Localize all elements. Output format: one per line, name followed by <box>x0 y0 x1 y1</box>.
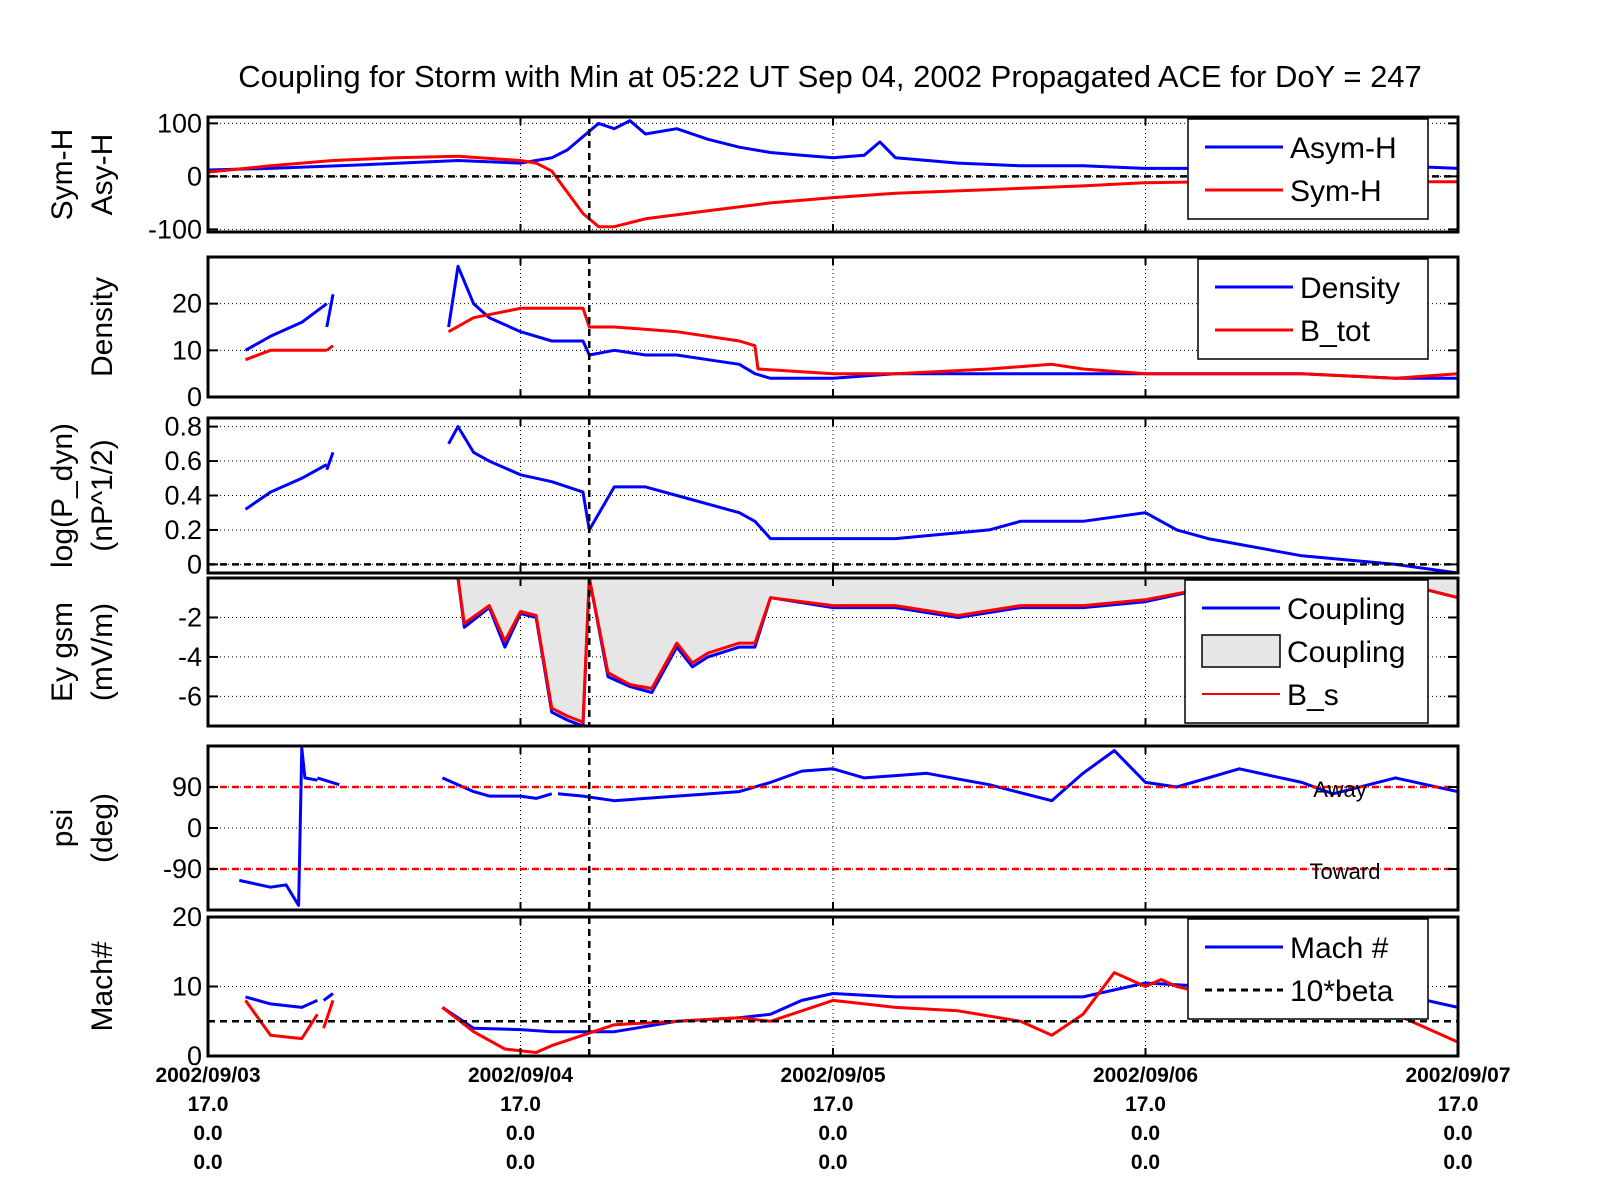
legend-label: B_tot <box>1300 315 1371 348</box>
legend: Density B_tot <box>1197 258 1429 360</box>
panel-3: 0 0.2 0.4 0.6 0.8 log(P_dyn) (nP^1/2) <box>46 412 1460 579</box>
legend-label: B_s <box>1287 679 1339 712</box>
legend-box <box>1187 918 1429 1020</box>
y-tick-label: 0 <box>187 1041 202 1071</box>
series-10-beta <box>244 971 1458 1054</box>
x-tick-label: 0.0 <box>1131 1151 1160 1174</box>
x-tick-label: 2002/09/05 <box>780 1064 885 1087</box>
x-axis-labels: 2002/09/03 17.0 0.0 0.0 2002/09/04 17.0 0.0 0.0… <box>155 1064 1510 1174</box>
series-line <box>244 425 1458 573</box>
x-tick-label: 0.0 <box>193 1151 222 1174</box>
legend-label: Sym-H <box>1290 175 1382 208</box>
y-tick-label: 20 <box>172 289 202 319</box>
y-axis-label: psi <box>46 809 79 847</box>
y-tick-label: 0.2 <box>164 515 202 545</box>
legend-label: Coupling <box>1287 636 1405 669</box>
x-tick-label: 0.0 <box>1443 1122 1472 1145</box>
away-label: Away <box>1313 777 1366 802</box>
legend: Coupling Coupling B_s <box>1184 579 1429 724</box>
y-tick-label: 0 <box>187 813 202 843</box>
x-tick-label: 2002/09/03 <box>155 1064 260 1087</box>
y-tick-label: 0 <box>187 382 202 412</box>
y-axis-label: Asy-H <box>86 134 119 216</box>
y-tick-label: 0 <box>187 161 202 191</box>
y-tick-label: -6 <box>178 681 202 711</box>
y-tick-label: 10 <box>172 335 202 365</box>
x-tick-label: 0.0 <box>193 1122 222 1145</box>
y-tick-label: -2 <box>178 602 202 632</box>
y-axis-label: Density <box>86 277 119 377</box>
x-tick-label: 0.0 <box>506 1122 535 1145</box>
legend-box <box>1197 258 1429 360</box>
x-tick-label: 17.0 <box>188 1093 229 1116</box>
plot-area <box>208 425 1458 573</box>
series-b-s <box>208 578 1458 724</box>
panel-5: -90 0 90 psi (deg) Away Toward <box>46 744 1460 912</box>
y-axis-label: Sym-H <box>46 129 79 221</box>
x-tick-label: 2002/09/06 <box>1093 1064 1198 1087</box>
x-tick-label: 17.0 <box>813 1093 854 1116</box>
panel-4: -6 -4 -2 Ey gsm (mV/m) Coupling Coupling B_s <box>46 576 1460 728</box>
legend: Mach # 10*beta <box>1187 918 1429 1020</box>
x-tick-label: 0.0 <box>1443 1151 1472 1174</box>
y-tick-label: 100 <box>157 108 202 138</box>
legend-label: Mach # <box>1290 932 1389 965</box>
legend-label: 10*beta <box>1290 975 1394 1008</box>
legend: Asym-H Sym-H <box>1187 118 1429 220</box>
legend-box <box>1187 118 1429 220</box>
plot-area <box>244 264 1458 380</box>
plot-area <box>208 578 1458 726</box>
series-asym-h <box>208 119 1458 172</box>
x-tick-label: 0.0 <box>506 1151 535 1174</box>
chart-title: Coupling for Storm with Min at 05:22 UT … <box>238 59 1422 94</box>
legend-swatch <box>1201 634 1281 668</box>
panel-6: 0 10 20 Mach# Mach # 10*beta <box>86 902 1460 1071</box>
y-tick-label: 90 <box>172 772 202 802</box>
plot-area <box>208 971 1458 1054</box>
legend-label: Asym-H <box>1290 132 1397 165</box>
x-tick-label: 0.0 <box>818 1151 847 1174</box>
panel-2: 0 10 20 Density Density B_tot <box>86 255 1460 412</box>
y-tick-label: 0 <box>187 549 202 579</box>
toward-label: Toward <box>1310 859 1381 884</box>
y-axis-label: (deg) <box>86 793 119 863</box>
x-tick-label: 17.0 <box>1125 1093 1166 1116</box>
series-b-tot <box>244 306 1458 380</box>
y-axis-label: (nP^1/2) <box>86 439 119 551</box>
y-axis-label: (mV/m) <box>86 603 119 701</box>
y-axis-label: Ey gsm <box>46 602 79 702</box>
legend-label: Coupling <box>1287 593 1405 626</box>
y-tick-label: 0.4 <box>164 481 202 511</box>
legend-label: Density <box>1300 272 1400 305</box>
plot-area <box>208 746 1458 907</box>
plot-area <box>208 119 1458 229</box>
series-sym-h <box>208 154 1458 229</box>
y-axis-label: Mach# <box>86 941 119 1031</box>
x-tick-label: 0.0 <box>818 1122 847 1145</box>
y-axis-label: log(P_dyn) <box>46 423 79 568</box>
x-tick-label: 17.0 <box>500 1093 541 1116</box>
series-line <box>238 746 1458 907</box>
x-tick-label: 2002/09/07 <box>1405 1064 1510 1087</box>
x-tick-label: 17.0 <box>1438 1093 1479 1116</box>
y-tick-label: 0.8 <box>164 412 202 442</box>
y-tick-label: -90 <box>163 854 202 884</box>
y-tick-label: 10 <box>172 972 202 1002</box>
y-tick-label: -100 <box>148 214 202 244</box>
x-tick-label: 0.0 <box>1131 1122 1160 1145</box>
y-tick-label: -4 <box>178 642 202 672</box>
y-tick-label: 20 <box>172 902 202 932</box>
x-tick-label: 2002/09/04 <box>468 1064 573 1087</box>
y-tick-label: 0.6 <box>164 446 202 476</box>
